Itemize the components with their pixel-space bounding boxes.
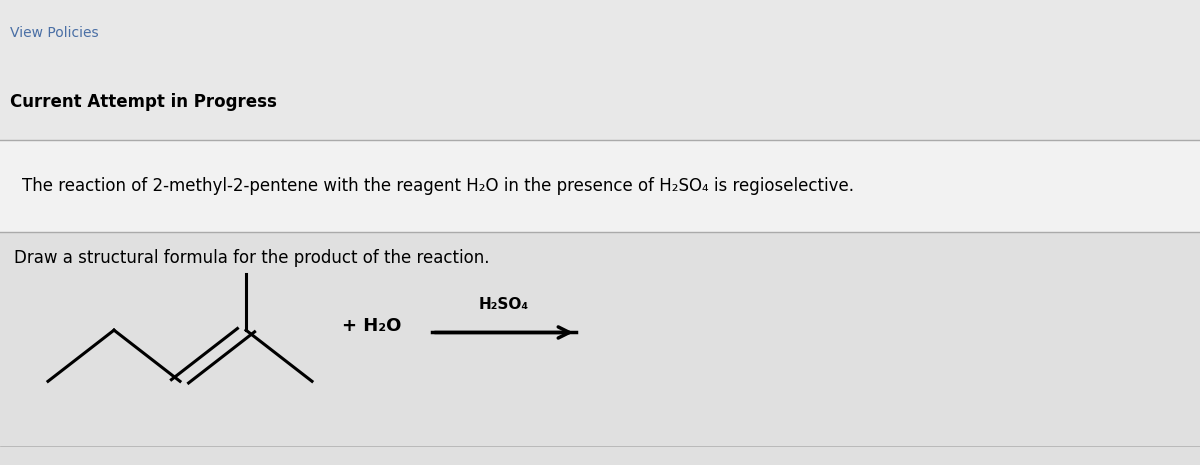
Text: View Policies: View Policies [10,26,98,40]
Text: Current Attempt in Progress: Current Attempt in Progress [10,93,276,111]
Text: + H₂O: + H₂O [342,317,401,334]
Text: The reaction of 2-methyl-2-pentene with the reagent H₂O in the presence of H₂SO₄: The reaction of 2-methyl-2-pentene with … [22,177,853,195]
Text: H₂SO₄: H₂SO₄ [479,297,529,312]
Text: Draw a structural formula for the product of the reaction.: Draw a structural formula for the produc… [14,249,490,267]
